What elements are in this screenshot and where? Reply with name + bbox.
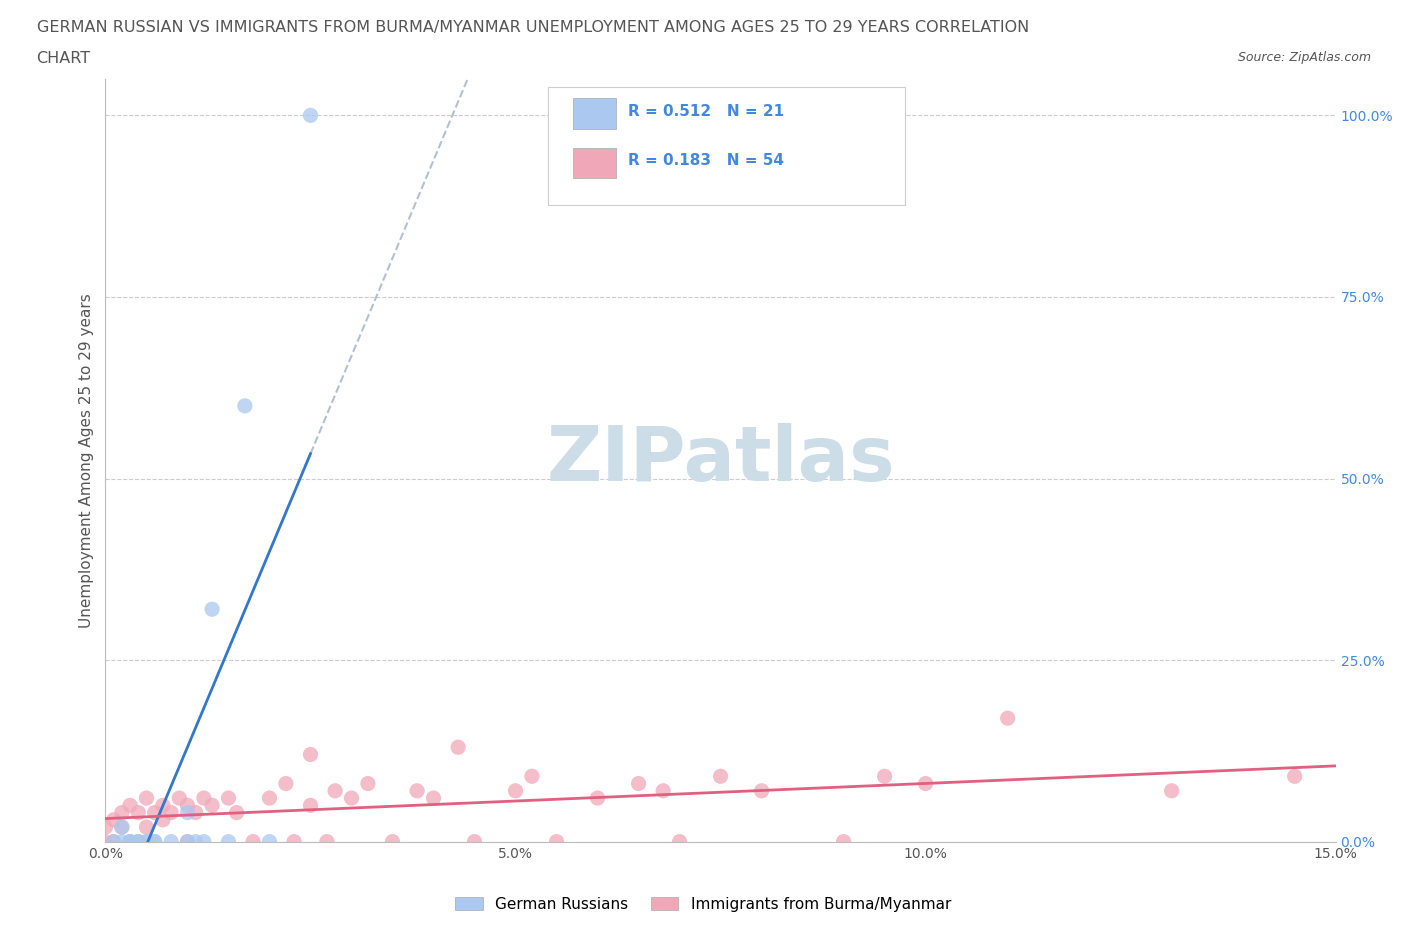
Point (184, 805, 207, 820)
Point (340, 790, 363, 805)
Bar (574, 148, 616, 179)
Point (1284, 769, 1306, 784)
Point (997, 711, 1019, 725)
Point (201, 798, 224, 813)
Point (233, 398, 256, 413)
Point (152, 813, 174, 828)
Text: GERMAN RUSSIAN VS IMMIGRANTS FROM BURMA/MYANMAR UNEMPLOYMENT AMONG AGES 25 TO 29: GERMAN RUSSIAN VS IMMIGRANTS FROM BURMA/… (37, 20, 1029, 35)
Point (103, 834, 125, 849)
Point (520, 769, 543, 784)
Point (242, 834, 264, 849)
Point (176, 834, 198, 849)
Text: R = 0.512   N = 21: R = 0.512 N = 21 (628, 104, 785, 119)
Point (193, 790, 215, 805)
Point (668, 834, 690, 849)
Point (160, 834, 183, 849)
Point (225, 805, 247, 820)
Point (176, 805, 198, 820)
Point (914, 777, 936, 791)
Point (710, 769, 733, 784)
Point (111, 819, 134, 834)
Point (111, 834, 134, 849)
Point (103, 834, 125, 849)
Point (111, 819, 134, 834)
Point (120, 834, 141, 849)
Bar (574, 99, 616, 128)
Point (103, 813, 125, 828)
Point (1160, 783, 1182, 798)
Point (193, 834, 215, 849)
Point (832, 834, 855, 849)
Point (218, 790, 240, 805)
Point (546, 834, 568, 849)
Point (135, 834, 157, 849)
Point (176, 834, 198, 849)
Text: Source: ZipAtlas.com: Source: ZipAtlas.com (1237, 51, 1371, 64)
Point (143, 834, 166, 849)
Point (176, 798, 198, 813)
Point (299, 747, 322, 762)
Point (357, 777, 380, 791)
Point (120, 834, 141, 849)
Point (94, 834, 117, 849)
Point (143, 805, 166, 820)
FancyBboxPatch shape (548, 86, 905, 205)
Point (505, 783, 527, 798)
Point (127, 834, 149, 849)
Point (299, 798, 322, 813)
Point (586, 790, 609, 805)
Point (127, 805, 149, 820)
Point (184, 834, 207, 849)
Point (873, 769, 896, 784)
Point (160, 805, 183, 820)
Point (127, 834, 149, 849)
Point (135, 834, 157, 849)
Point (259, 834, 281, 849)
Point (94, 819, 117, 834)
Point (299, 108, 322, 123)
Point (283, 834, 305, 849)
Point (652, 783, 675, 798)
Point (135, 819, 157, 834)
Legend: German Russians, Immigrants from Burma/Myanmar: German Russians, Immigrants from Burma/M… (449, 890, 957, 918)
Point (135, 790, 157, 805)
Point (751, 783, 773, 798)
Point (447, 739, 470, 754)
Point (464, 834, 486, 849)
Text: CHART: CHART (37, 51, 90, 66)
Point (152, 798, 174, 813)
Point (422, 790, 444, 805)
Point (111, 805, 134, 820)
Point (381, 834, 404, 849)
Point (201, 602, 224, 617)
Point (627, 777, 650, 791)
Point (259, 790, 281, 805)
Point (274, 777, 297, 791)
Point (143, 834, 166, 849)
Y-axis label: Unemployment Among Ages 25 to 29 years: Unemployment Among Ages 25 to 29 years (79, 293, 94, 628)
Point (406, 783, 429, 798)
Point (323, 783, 346, 798)
Text: ZIPatlas: ZIPatlas (547, 423, 894, 498)
Point (218, 834, 240, 849)
Point (120, 834, 141, 849)
Point (316, 834, 339, 849)
Point (127, 834, 149, 849)
Point (120, 798, 141, 813)
Point (169, 790, 191, 805)
Text: R = 0.183   N = 54: R = 0.183 N = 54 (628, 153, 785, 168)
